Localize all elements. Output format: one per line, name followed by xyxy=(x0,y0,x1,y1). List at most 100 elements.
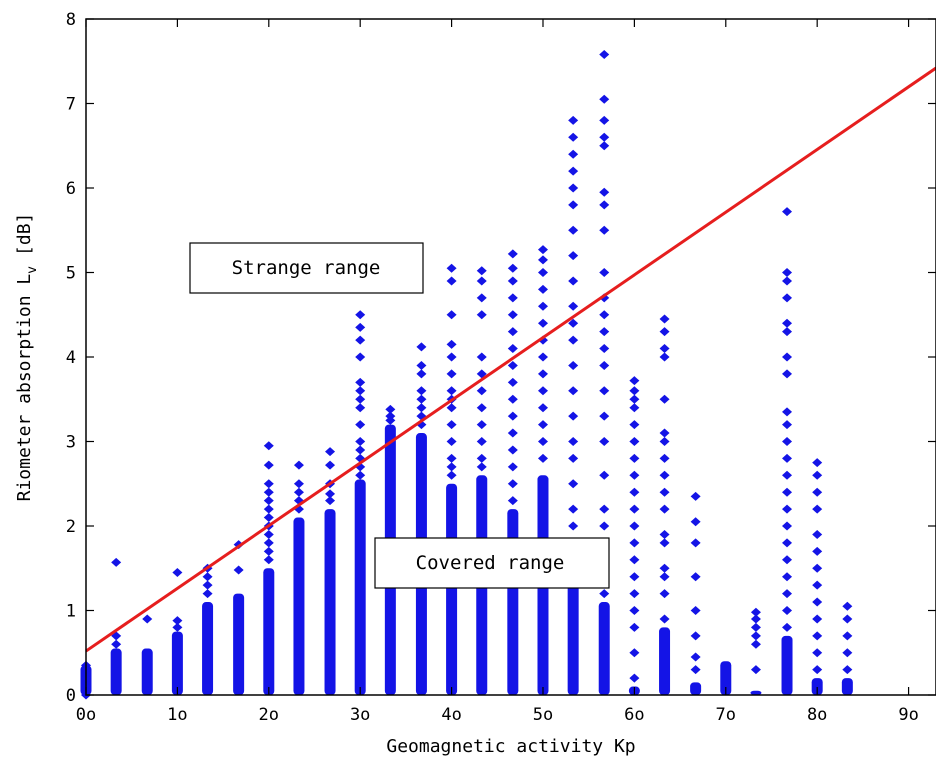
y-tick-label: 5 xyxy=(66,264,76,284)
data-point xyxy=(782,420,793,430)
data-point xyxy=(568,411,579,421)
x-axis-label: Geomagnetic activity Kp xyxy=(386,736,635,757)
data-point xyxy=(599,344,610,354)
data-point xyxy=(568,251,579,261)
x-tick-label: 2o xyxy=(259,705,279,725)
data-point xyxy=(476,266,487,276)
data-point xyxy=(537,255,548,265)
data-point xyxy=(629,470,640,480)
data-point xyxy=(629,589,640,599)
data-point xyxy=(750,665,761,675)
y-tick-label: 6 xyxy=(66,179,76,199)
data-point xyxy=(659,327,670,337)
data-point xyxy=(659,314,670,324)
data-point xyxy=(202,580,213,590)
data-point xyxy=(629,453,640,463)
data-point xyxy=(812,546,823,556)
data-point xyxy=(812,529,823,539)
data-point xyxy=(599,504,610,514)
x-tick-label: 1o xyxy=(167,705,187,725)
data-point xyxy=(385,411,396,421)
data-point xyxy=(629,673,640,683)
data-point xyxy=(599,411,610,421)
data-point xyxy=(812,631,823,641)
trend-line xyxy=(85,66,936,653)
data-point xyxy=(599,360,610,370)
data-point xyxy=(629,437,640,446)
data-point xyxy=(263,504,274,514)
data-point xyxy=(659,470,670,480)
data-point xyxy=(507,310,518,320)
data-point xyxy=(629,572,640,582)
data-point xyxy=(537,369,548,379)
data-point xyxy=(782,407,793,417)
data-point xyxy=(690,538,701,548)
data-point xyxy=(782,369,793,379)
dense-point-range xyxy=(507,509,519,695)
y-axis-label-main: Riometer absorption L xyxy=(14,274,35,502)
dense-point-range xyxy=(750,690,762,695)
data-point xyxy=(568,166,579,176)
y-axis-label-unit: [dB] xyxy=(14,213,35,256)
data-point xyxy=(385,404,396,414)
y-axis: 0 1 2 3 4 5 6 7 8 xyxy=(66,10,936,706)
data-point xyxy=(750,639,761,649)
data-point xyxy=(446,263,457,273)
data-point xyxy=(476,420,487,430)
dense-point-range xyxy=(202,602,214,695)
annotation-covered-range-text: Covered range xyxy=(416,552,565,574)
data-point xyxy=(172,567,183,577)
dense-point-range xyxy=(263,568,275,695)
data-point xyxy=(537,403,548,413)
data-point xyxy=(599,386,610,396)
data-point xyxy=(782,352,793,362)
data-point xyxy=(782,470,793,480)
data-point xyxy=(263,529,274,539)
data-point xyxy=(507,411,518,421)
data-point xyxy=(476,386,487,396)
data-point xyxy=(263,460,274,470)
data-point xyxy=(750,607,761,617)
data-point xyxy=(568,276,579,286)
data-point xyxy=(659,538,670,548)
dense-point-range xyxy=(171,631,183,695)
dense-point-range xyxy=(690,682,702,695)
data-point xyxy=(782,318,793,328)
data-point xyxy=(476,462,487,472)
data-point xyxy=(782,437,793,446)
data-point xyxy=(446,339,457,349)
data-point xyxy=(355,310,366,320)
data-point xyxy=(476,293,487,303)
data-point xyxy=(782,622,793,632)
data-point xyxy=(750,622,761,632)
data-point xyxy=(690,606,701,615)
data-point xyxy=(568,225,579,235)
data-point xyxy=(782,327,793,337)
data-point xyxy=(446,386,457,396)
data-point xyxy=(568,479,579,489)
y-tick-label: 2 xyxy=(66,517,76,537)
data-point xyxy=(537,318,548,328)
x-tick-label: 4o xyxy=(441,705,461,725)
data-point xyxy=(416,386,427,396)
data-point xyxy=(202,589,213,599)
data-point xyxy=(782,572,793,582)
data-point xyxy=(690,517,701,527)
data-point xyxy=(629,648,640,658)
data-point xyxy=(782,606,793,615)
data-point xyxy=(111,639,122,649)
data-point xyxy=(750,614,761,624)
data-point xyxy=(659,529,670,539)
dense-point-range xyxy=(841,678,853,695)
data-point xyxy=(690,491,701,501)
data-points xyxy=(80,49,853,700)
data-point xyxy=(812,487,823,497)
data-point xyxy=(599,327,610,337)
data-point xyxy=(142,614,153,624)
data-point xyxy=(659,437,670,446)
data-point xyxy=(446,470,457,480)
data-point xyxy=(568,453,579,463)
annotation-strange-range-box xyxy=(189,242,424,294)
data-point xyxy=(507,428,518,438)
